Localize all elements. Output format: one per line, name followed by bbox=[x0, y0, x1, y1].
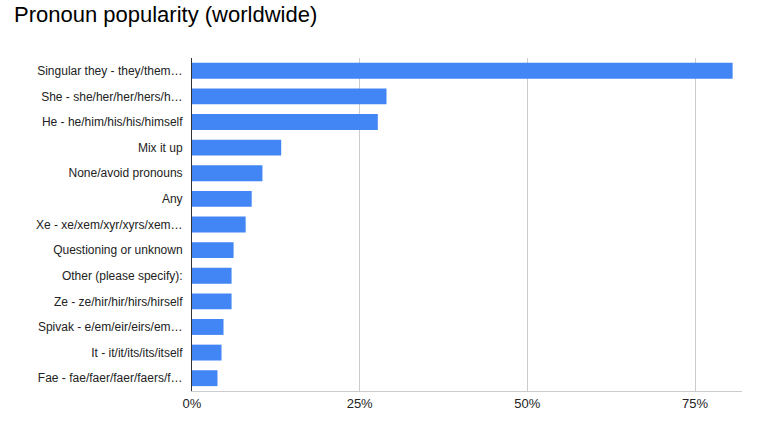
svg-text:He - he/him/his/his/himself: He - he/him/his/his/himself bbox=[42, 115, 183, 129]
svg-text:Any: Any bbox=[162, 192, 183, 206]
svg-text:She - she/her/her/hers/h…: She - she/her/her/hers/h… bbox=[41, 90, 182, 104]
svg-text:Singular they - they/them…: Singular they - they/them… bbox=[37, 64, 182, 78]
svg-text:Pronoun popularity (worldwide): Pronoun popularity (worldwide) bbox=[14, 2, 317, 27]
svg-text:25%: 25% bbox=[347, 396, 373, 411]
svg-text:Other (please specify):: Other (please specify): bbox=[62, 269, 183, 283]
svg-text:Mix it up: Mix it up bbox=[138, 141, 183, 155]
svg-text:Spivak - e/em/eir/eirs/em…: Spivak - e/em/eir/eirs/em… bbox=[38, 320, 183, 334]
svg-text:Ze - ze/hir/hir/hirs/hirself: Ze - ze/hir/hir/hirs/hirself bbox=[54, 295, 183, 309]
svg-text:Fae - fae/faer/faer/faers/f…: Fae - fae/faer/faer/faers/f… bbox=[38, 371, 183, 385]
svg-text:Xe - xe/xem/xyr/xyrs/xem…: Xe - xe/xem/xyr/xyrs/xem… bbox=[36, 218, 183, 232]
svg-text:0%: 0% bbox=[183, 396, 202, 411]
svg-text:75%: 75% bbox=[682, 396, 708, 411]
svg-text:50%: 50% bbox=[514, 396, 540, 411]
svg-text:None/avoid pronouns: None/avoid pronouns bbox=[69, 166, 183, 180]
svg-text:Questioning or unknown: Questioning or unknown bbox=[53, 243, 182, 257]
svg-text:It - it/it/its/its/itself: It - it/it/its/its/itself bbox=[91, 346, 183, 360]
